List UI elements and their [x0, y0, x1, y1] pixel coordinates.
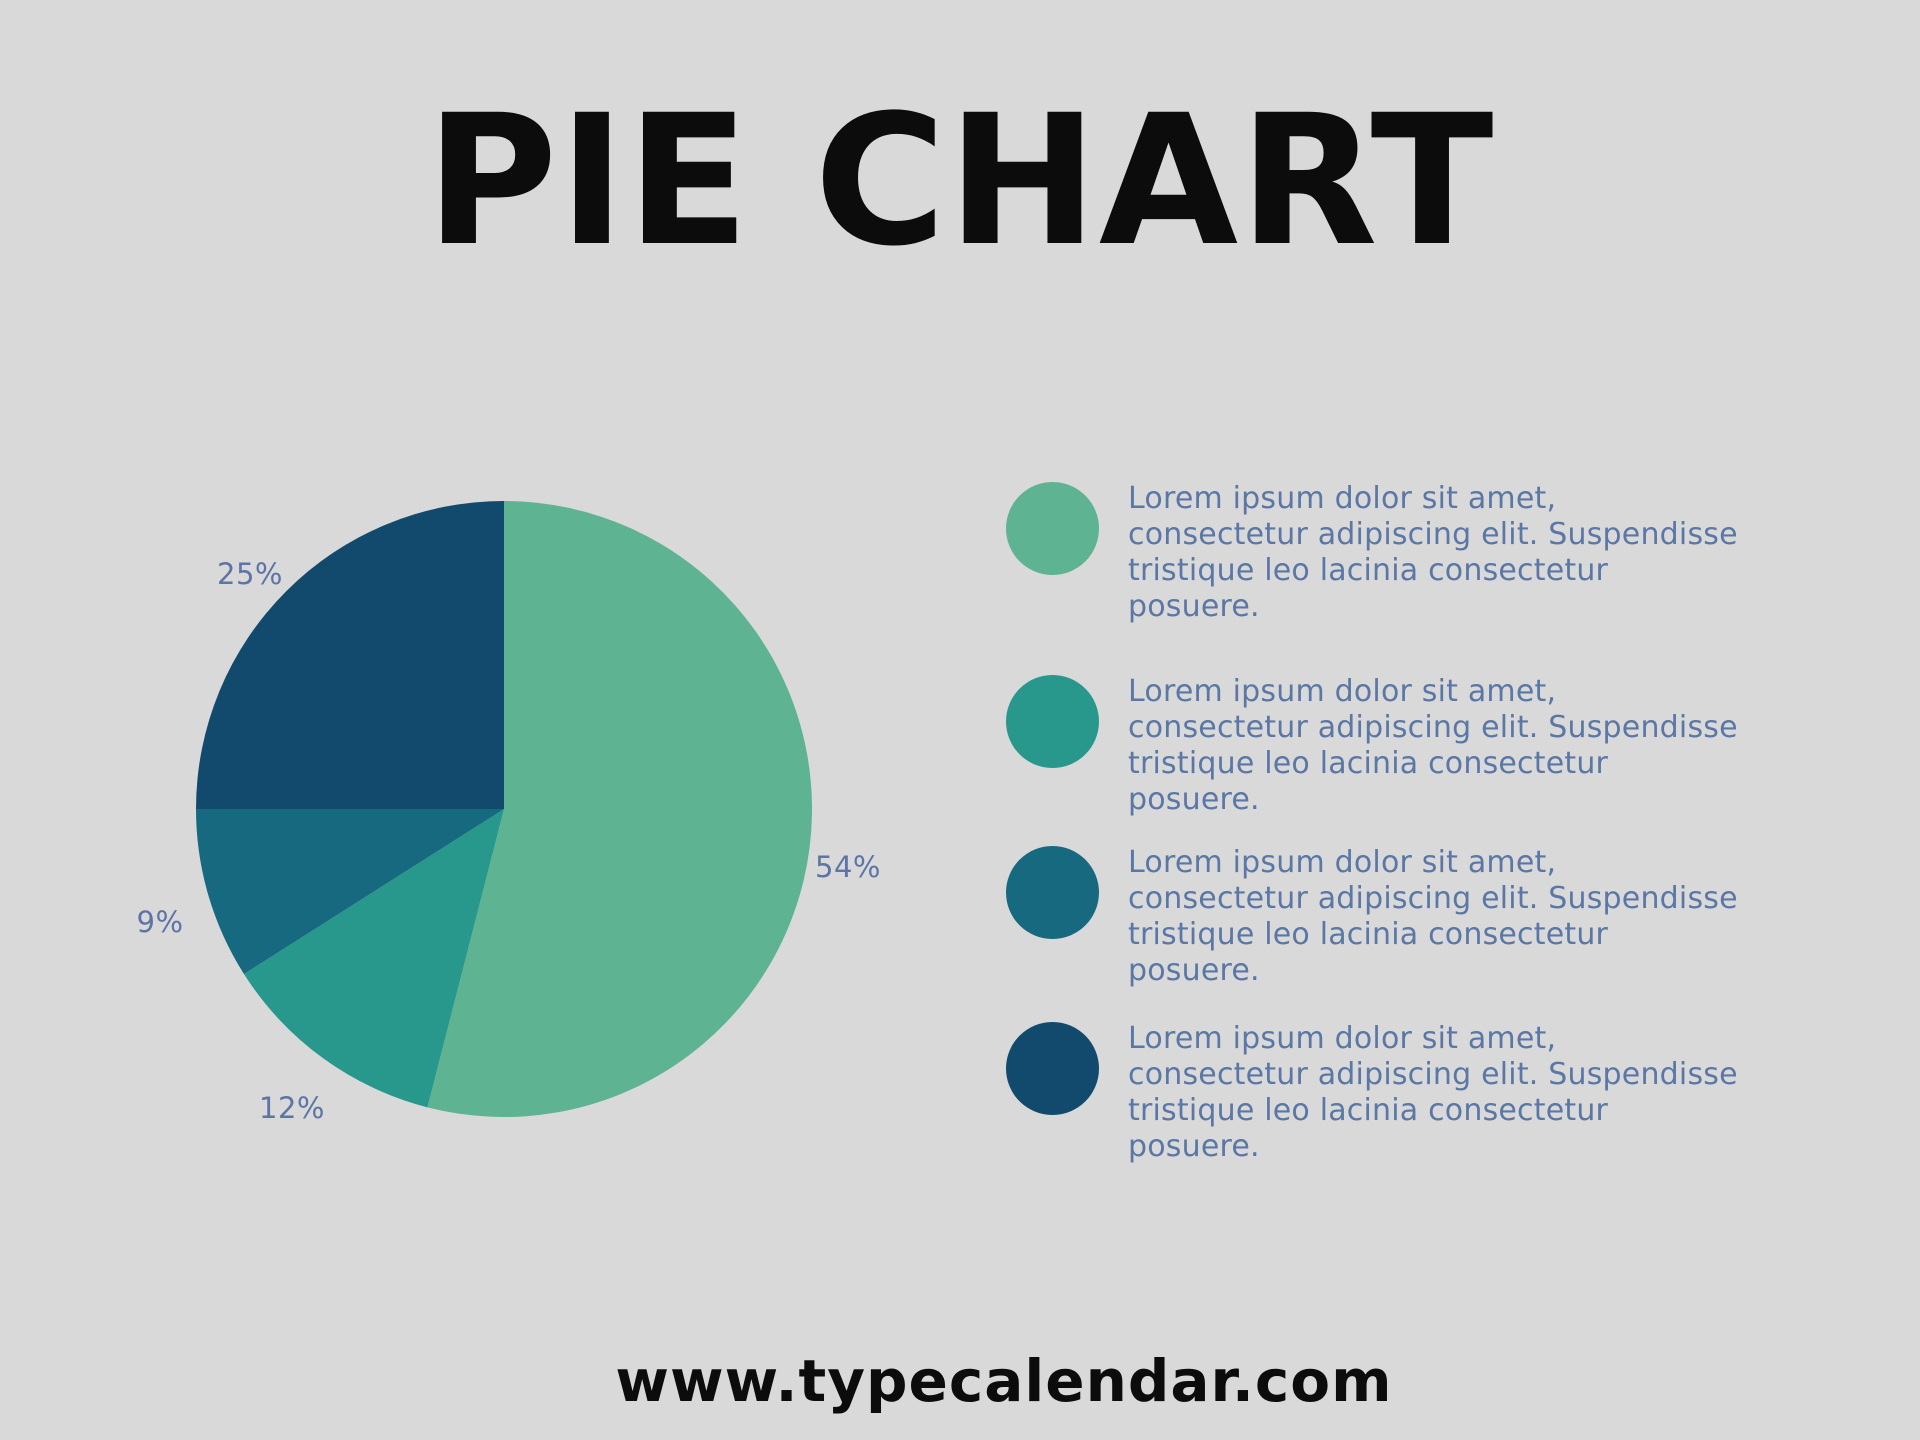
legend-color-dot-navy [1006, 1022, 1099, 1115]
pie-slice-label-12: 12% [259, 1091, 325, 1125]
legend-item: Lorem ipsum dolor sit amet, consectetur a… [1006, 481, 1738, 625]
legend-item: Lorem ipsum dolor sit amet, consectetur a… [1006, 674, 1738, 818]
footer-url: www.typecalendar.com [615, 1347, 1393, 1415]
pie-slice-label-9: 9% [136, 905, 184, 939]
pie-slice-12 [243, 809, 504, 1108]
legend-item-text: Lorem ipsum dolor sit amet, consectetur a… [1128, 481, 1738, 624]
legend-color-dot-teal [1006, 675, 1099, 768]
legend-color-dot-green [1006, 482, 1099, 575]
legend-item: Lorem ipsum dolor sit amet, consectetur a… [1006, 1021, 1738, 1165]
legend: Lorem ipsum dolor sit amet, consectetur a… [1006, 481, 1836, 1181]
pie-slice-9 [196, 809, 504, 975]
pie-slice-54 [427, 501, 812, 1117]
legend-item: Lorem ipsum dolor sit amet, consectetur a… [1006, 845, 1738, 989]
legend-item-text: Lorem ipsum dolor sit amet, consectetur a… [1128, 674, 1738, 817]
pie-slice-label-25: 25% [217, 557, 283, 591]
page-title: PIE CHART [425, 77, 1495, 286]
legend-item-text: Lorem ipsum dolor sit amet, consectetur a… [1128, 845, 1738, 988]
pie-chart [196, 501, 812, 1117]
pie-slice-25 [196, 501, 504, 809]
legend-item-text: Lorem ipsum dolor sit amet, consectetur a… [1128, 1021, 1738, 1164]
legend-color-dot-petrol [1006, 846, 1099, 939]
pie-slice-label-54: 54% [815, 850, 881, 884]
